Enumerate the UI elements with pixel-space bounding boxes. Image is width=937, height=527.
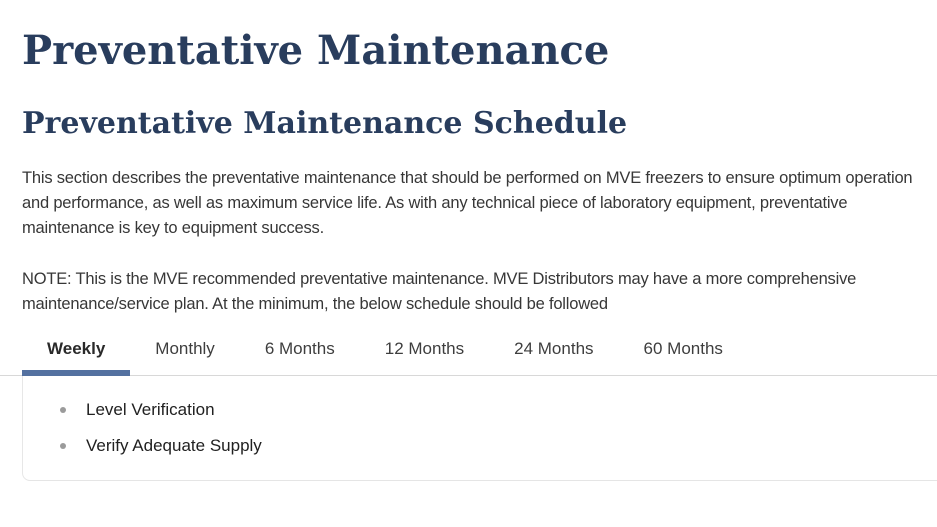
list-item: Verify Adequate Supply: [23, 432, 937, 460]
section-title: Preventative Maintenance Schedule: [22, 106, 628, 141]
list-item: Level Verification: [23, 396, 937, 424]
tab-12-months-label: 12 Months: [384, 339, 465, 358]
tab-weekly[interactable]: Weekly: [22, 332, 131, 376]
schedule-tabs: Weekly Monthly 6 Months 12 Months 24 Mon…: [0, 332, 937, 376]
tab-60-months-label: 60 Months: [643, 339, 723, 358]
note-paragraph: NOTE: This is the MVE recommended preven…: [22, 270, 857, 313]
page-title: Preventative Maintenance: [22, 27, 610, 74]
list-item-label: Level Verification: [86, 400, 215, 419]
tab-6-months[interactable]: 6 Months: [240, 332, 360, 375]
tab-monthly[interactable]: Monthly: [130, 332, 240, 375]
maintenance-task-list: Level Verification Verify Adequate Suppl…: [23, 396, 937, 460]
bullet-icon: [60, 443, 66, 449]
bullet-icon: [60, 407, 66, 413]
tab-60-months[interactable]: 60 Months: [619, 332, 748, 375]
tab-24-months[interactable]: 24 Months: [489, 332, 618, 375]
tab-weekly-label: Weekly: [47, 339, 106, 358]
tab-monthly-label: Monthly: [155, 339, 215, 358]
intro-paragraph: This section describes the preventative …: [22, 169, 913, 237]
weekly-tab-panel: Level Verification Verify Adequate Suppl…: [22, 376, 937, 481]
tab-6-months-label: 6 Months: [264, 339, 335, 358]
active-tab-indicator: [22, 370, 131, 376]
tab-12-months[interactable]: 12 Months: [360, 332, 489, 375]
list-item-label: Verify Adequate Supply: [86, 436, 262, 455]
maintenance-doc-page: Preventative Maintenance Preventative Ma…: [0, 27, 937, 527]
tab-24-months-label: 24 Months: [514, 339, 594, 358]
